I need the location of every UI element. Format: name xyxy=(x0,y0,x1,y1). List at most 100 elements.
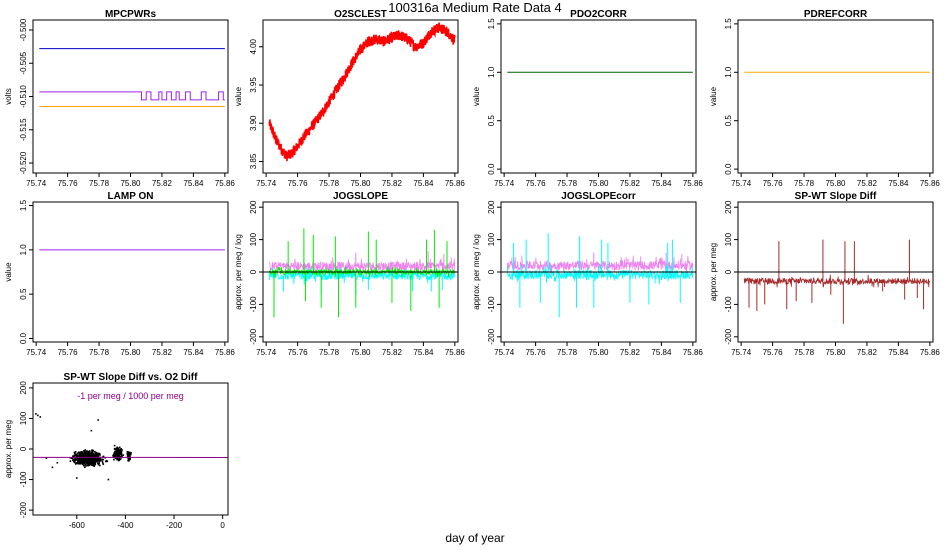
mpcpwrs-xtick-label: 75.76 xyxy=(58,179,79,188)
spwtvso2-point xyxy=(101,460,104,463)
o2sclest-xtick-label: 75.76 xyxy=(288,179,309,188)
spwtvso2-point xyxy=(92,458,95,461)
jogslope-series-0 xyxy=(268,257,456,276)
spwtvso2-point xyxy=(82,462,85,465)
jogslopecorr-xtick-label: 75.80 xyxy=(588,348,609,357)
spwtvso2-point xyxy=(99,454,101,456)
spwtvso2-point xyxy=(80,451,83,453)
jogslope-xtick-label: 75.86 xyxy=(445,348,466,357)
pdo2corr-xtick-label: 75.80 xyxy=(588,179,609,188)
spwtvso2-point xyxy=(90,453,93,456)
spwtvso2-point xyxy=(77,451,80,454)
spwtvso2-point xyxy=(128,455,131,457)
spwtvso2-point xyxy=(116,455,119,458)
spwtvso2-point xyxy=(118,455,121,458)
spwtvso2-point xyxy=(97,460,100,462)
spwtvso2-point xyxy=(97,458,100,460)
spwtvso2-point xyxy=(128,452,130,454)
jogslopecorr-ytick-label: 100 xyxy=(487,232,496,246)
jogslope-ytick-label: -200 xyxy=(249,328,258,345)
jogslopecorr-ylabel: approx. per meg / log xyxy=(472,234,481,310)
lampon-frame xyxy=(32,201,229,343)
o2sclest-ytick-label: 3.85 xyxy=(249,153,258,169)
pdrefcorr-ytick-label: 1.5 xyxy=(724,18,733,30)
spwtvso2-frame xyxy=(32,382,229,516)
spwtvso2-point xyxy=(77,455,79,458)
spwtvso2-point xyxy=(86,452,89,455)
spwtvso2-point xyxy=(128,453,130,456)
spwtvso2-point xyxy=(120,453,123,455)
spwtvso2-point xyxy=(97,463,100,466)
pdo2corr-ylabel: value xyxy=(472,86,481,106)
spwtvso2-point xyxy=(91,460,93,463)
spwtvso2-point xyxy=(88,451,91,454)
spwtvso2-point xyxy=(74,461,76,464)
spwtvso2-point xyxy=(71,457,74,460)
spwtvso2-point xyxy=(122,454,125,456)
lampon-ytick-label: 0.5 xyxy=(19,288,28,300)
pdrefcorr-xtick-label: 75.86 xyxy=(920,179,941,188)
spwt-series-0 xyxy=(743,274,931,288)
spwtvso2-point xyxy=(51,466,54,469)
spwtvso2-point xyxy=(118,457,121,460)
spwtvso2-point xyxy=(94,452,97,455)
jogslopecorr-plot-area xyxy=(501,233,696,318)
spwtvso2-point xyxy=(69,460,72,462)
spwtvso2-point xyxy=(98,462,100,465)
lampon-title: LAMP ON xyxy=(108,191,154,202)
pdo2corr-xtick-label: 75.86 xyxy=(683,179,704,188)
spwtvso2-point xyxy=(120,450,123,453)
spwtvso2-point xyxy=(91,449,93,452)
spwtvso2-xtick-label: -600 xyxy=(69,521,86,530)
jogslopecorr-ytick-label: 0 xyxy=(487,269,496,274)
o2sclest-xtick-label: 75.86 xyxy=(445,179,466,188)
spwtvso2-point xyxy=(95,454,98,456)
spwt-ytick-label: 0 xyxy=(724,269,733,274)
o2sclest-ytick-label: 4.00 xyxy=(249,38,258,54)
spwtvso2-ytick-label: 200 xyxy=(19,381,28,395)
spwtvso2-point xyxy=(94,455,97,458)
jogslope-ytick-label: 200 xyxy=(249,200,258,214)
spwtvso2-point xyxy=(95,460,98,462)
spwtvso2-point xyxy=(94,450,96,453)
spwt-plot-area xyxy=(738,239,933,324)
spwtvso2-point xyxy=(120,452,123,455)
spwtvso2-ytick-label: 0 xyxy=(19,446,28,451)
spwtvso2-point xyxy=(96,462,99,464)
spwtvso2-point xyxy=(75,462,78,464)
jogslope-xtick-label: 75.78 xyxy=(319,348,340,357)
spwtvso2-point xyxy=(126,454,129,457)
o2sclest-xtick-label: 75.80 xyxy=(350,179,371,188)
jogslopecorr-series-0 xyxy=(506,255,694,275)
spwtvso2-point xyxy=(117,448,119,450)
pdrefcorr-frame xyxy=(737,19,934,174)
spwtvso2-point xyxy=(77,458,79,461)
o2sclest-xtick-label: 75.78 xyxy=(319,179,340,188)
spwtvso2-point xyxy=(89,455,92,457)
spwtvso2-xtick-label: -200 xyxy=(166,521,183,530)
jogslope-xtick-label: 75.74 xyxy=(256,348,277,357)
lampon-xtick-label: 75.80 xyxy=(120,348,141,357)
mpcpwrs-ytick-label: -0.500 xyxy=(19,18,28,41)
spwtvso2-point xyxy=(116,457,119,459)
spwtvso2-point xyxy=(118,453,120,456)
spwtvso2-point xyxy=(81,457,84,460)
spwtvso2-point xyxy=(116,452,118,455)
pdrefcorr-ylabel: value xyxy=(709,86,718,106)
mpcpwrs-ytick-label: -0.515 xyxy=(19,118,28,141)
lampon-xtick-label: 75.84 xyxy=(183,348,204,357)
lampon-xtick-label: 75.86 xyxy=(215,348,236,357)
jogslope-ytick-label: 100 xyxy=(249,232,258,246)
spwtvso2-point xyxy=(118,451,120,453)
pdrefcorr-ytick-label: 1.0 xyxy=(724,66,733,78)
spwt-xtick-label: 75.80 xyxy=(825,348,846,357)
spwtvso2-point xyxy=(39,416,42,418)
spwtvso2-point xyxy=(115,454,118,456)
spwtvso2-point xyxy=(119,455,122,458)
spwtvso2-point xyxy=(82,454,85,456)
spwtvso2-point xyxy=(80,452,83,455)
spwtvso2-point xyxy=(127,457,129,460)
spwtvso2-point xyxy=(91,458,93,460)
spwt-ytick-label: -200 xyxy=(724,328,733,345)
jogslopecorr-xtick-label: 75.76 xyxy=(526,348,547,357)
